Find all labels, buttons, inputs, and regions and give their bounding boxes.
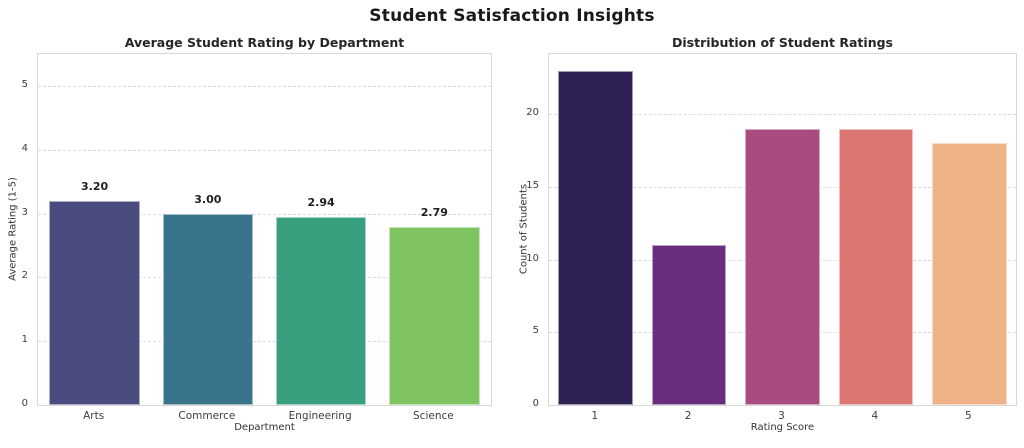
bar-3 (745, 128, 820, 405)
bar-value-label: 3.20 (81, 179, 109, 193)
y-tick-label: 1 (21, 334, 28, 346)
y-tick-label: 2 (21, 270, 28, 282)
gridline (38, 213, 491, 215)
y-tick-label: 5 (21, 78, 28, 90)
gridline (549, 114, 1016, 116)
y-tick-label: 15 (526, 179, 539, 191)
gridline (38, 341, 491, 343)
left-x-axis-label: Department (234, 422, 295, 433)
gridline (38, 277, 491, 279)
bar-value-label: 2.94 (307, 196, 335, 210)
x-tick-label: 4 (871, 410, 879, 422)
right-y-tick-column: 0 5 10 15 20 (511, 53, 545, 409)
bar-2 (651, 245, 727, 405)
gridline (38, 85, 491, 87)
left-y-tick-column: 0 1 2 3 4 5 (0, 53, 34, 409)
bar-4 (838, 128, 914, 405)
right-x-axis-label: Rating Score (750, 422, 815, 433)
x-tick-label: Arts (83, 410, 105, 422)
bar-5 (931, 143, 1007, 405)
bar-commerce (162, 213, 254, 405)
y-tick-label: 0 (21, 398, 28, 409)
x-tick-label: Engineering (288, 410, 352, 422)
bar-science (389, 226, 480, 405)
left-chart-title: Average Student Rating by Department (124, 35, 405, 50)
y-tick-label: 5 (532, 325, 539, 337)
x-tick-label: 2 (684, 410, 692, 422)
right-chart-title: Distribution of Student Ratings (672, 35, 893, 50)
bar-value-label: 3.00 (194, 192, 222, 206)
x-tick-label: 1 (591, 410, 599, 422)
right-x-tick-row: 1 2 3 4 5 (548, 406, 1017, 422)
x-tick-label: 5 (964, 410, 972, 422)
y-tick-label: 0 (532, 398, 539, 409)
y-tick-label: 20 (526, 107, 539, 119)
bar-1 (558, 70, 634, 405)
figure-title: Student Satisfaction Insights (369, 6, 655, 26)
left-plot-area: 3.20 3.00 2.94 2.79 (37, 53, 492, 406)
x-tick-label: Commerce (178, 410, 236, 422)
left-x-tick-row: Arts Commerce Engineering Science (37, 406, 492, 422)
y-tick-label: 4 (21, 142, 28, 154)
bar-arts (49, 200, 140, 405)
x-tick-label: Science (413, 410, 454, 422)
bar-value-label: 2.79 (420, 205, 448, 219)
y-tick-label: 3 (21, 206, 28, 218)
right-plot-area (548, 53, 1017, 406)
gridline (38, 149, 491, 151)
y-tick-label: 10 (526, 252, 539, 264)
bar-engineering (275, 217, 367, 405)
x-tick-label: 3 (778, 410, 785, 422)
